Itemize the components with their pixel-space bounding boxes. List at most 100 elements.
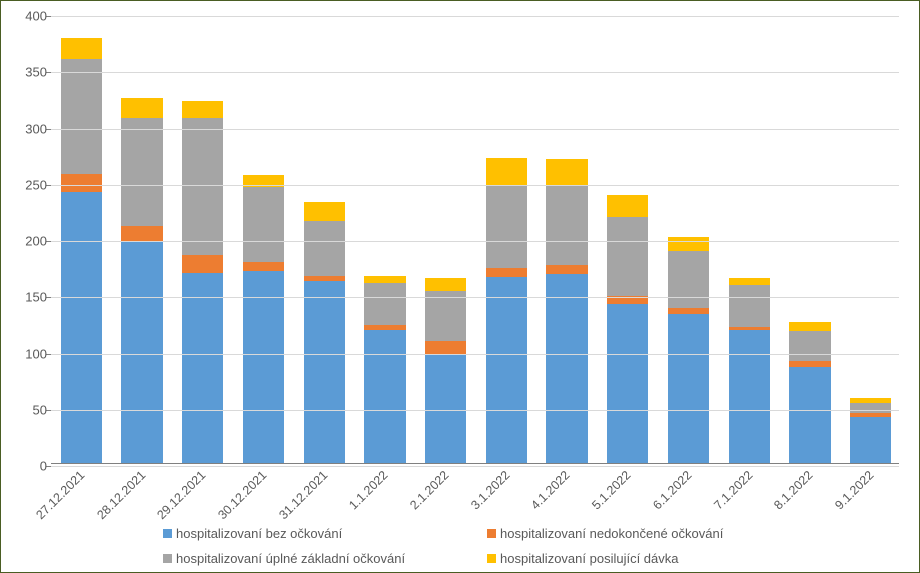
bar-segment-upl xyxy=(182,118,223,255)
bar-segment-upl xyxy=(243,187,284,261)
legend-label: hospitalizovaní posilující dávka xyxy=(500,551,679,566)
bar-group xyxy=(61,14,102,464)
legend-item: hospitalizovaní bez očkování xyxy=(163,526,463,541)
bar-segment-pos xyxy=(486,158,527,185)
legend-label: hospitalizovaní úplné základní očkování xyxy=(176,551,405,566)
bar-segment-upl xyxy=(546,185,587,265)
bar-segment-pos xyxy=(850,398,891,404)
bars-layer xyxy=(51,16,899,464)
x-axis-label: 2.1.2022 xyxy=(407,468,451,512)
bar-segment-pos xyxy=(607,195,648,216)
bar-group xyxy=(607,14,648,464)
bar-group xyxy=(729,14,770,464)
bar-segment-bez xyxy=(304,281,345,464)
y-axis-label: 350 xyxy=(11,65,47,80)
bar-group xyxy=(850,14,891,464)
y-axis-label: 200 xyxy=(11,234,47,249)
legend-label: hospitalizovaní nedokončené očkování xyxy=(500,526,723,541)
bar-segment-pos xyxy=(182,101,223,118)
bar-segment-bez xyxy=(607,304,648,464)
bar-segment-ned xyxy=(789,361,830,368)
x-axis-label: 27.12.2021 xyxy=(33,468,87,522)
gridline xyxy=(51,16,899,17)
x-axis-label: 1.1.2022 xyxy=(347,468,391,512)
bar-segment-pos xyxy=(789,322,830,331)
bar-segment-pos xyxy=(729,278,770,285)
legend-item: hospitalizovaní úplné základní očkování xyxy=(163,551,463,566)
bar-segment-pos xyxy=(304,202,345,221)
x-axis-label: 4.1.2022 xyxy=(529,468,573,512)
bar-group xyxy=(364,14,405,464)
bar-segment-ned xyxy=(243,262,284,271)
bar-group xyxy=(182,14,223,464)
legend: hospitalizovaní bez očkování hospitalizov… xyxy=(51,526,899,566)
bar-segment-ned xyxy=(546,265,587,274)
y-axis-label: 300 xyxy=(11,121,47,136)
bar-group xyxy=(546,14,587,464)
gridline xyxy=(51,72,899,73)
bar-group xyxy=(668,14,709,464)
bar-segment-bez xyxy=(61,192,102,464)
chart-container: 050100150200250300350400 27.12.202128.12… xyxy=(0,0,920,573)
bar-group xyxy=(121,14,162,464)
bar-segment-bez xyxy=(668,314,709,464)
bar-group xyxy=(486,14,527,464)
y-axis-label: 250 xyxy=(11,177,47,192)
gridline xyxy=(51,297,899,298)
y-axis-label: 400 xyxy=(11,9,47,24)
bar-segment-pos xyxy=(364,276,405,283)
legend-swatch xyxy=(163,529,172,538)
bar-segment-upl xyxy=(364,283,405,325)
bar-segment-pos xyxy=(668,237,709,252)
x-axis-label: 9.1.2022 xyxy=(832,468,876,512)
bar-group xyxy=(425,14,466,464)
bar-segment-upl xyxy=(425,291,466,342)
x-axis-label: 3.1.2022 xyxy=(468,468,512,512)
bar-segment-upl xyxy=(729,285,770,327)
gridline xyxy=(51,354,899,355)
x-axis-label: 8.1.2022 xyxy=(772,468,816,512)
bar-segment-upl xyxy=(607,217,648,297)
x-axis-label: 29.12.2021 xyxy=(155,468,209,522)
bar-segment-bez xyxy=(729,330,770,464)
legend-swatch xyxy=(487,529,496,538)
y-axis-label: 100 xyxy=(11,346,47,361)
legend-swatch xyxy=(163,554,172,563)
bar-segment-upl xyxy=(668,251,709,307)
legend-item: hospitalizovaní nedokončené očkování xyxy=(487,526,787,541)
gridline xyxy=(51,241,899,242)
bar-segment-upl xyxy=(121,118,162,226)
legend-item: hospitalizovaní posilující dávka xyxy=(487,551,787,566)
y-axis-label: 50 xyxy=(11,402,47,417)
bar-segment-upl xyxy=(61,59,102,174)
bar-segment-ned xyxy=(304,276,345,281)
bar-segment-ned xyxy=(364,325,405,331)
bar-segment-ned xyxy=(61,174,102,192)
bar-segment-upl xyxy=(850,403,891,413)
bar-segment-bez xyxy=(364,330,405,464)
bar-group xyxy=(243,14,284,464)
bar-segment-ned xyxy=(850,413,891,416)
bar-segment-bez xyxy=(850,417,891,464)
y-axis-label: 0 xyxy=(11,459,47,474)
gridline xyxy=(51,185,899,186)
bar-segment-ned xyxy=(668,308,709,315)
bar-segment-bez xyxy=(789,367,830,464)
bar-segment-ned xyxy=(729,327,770,330)
bar-group xyxy=(304,14,345,464)
bar-segment-upl xyxy=(304,221,345,276)
plot-area: 050100150200250300350400 xyxy=(51,16,899,464)
bar-segment-bez xyxy=(486,277,527,464)
x-axis-label: 28.12.2021 xyxy=(94,468,148,522)
bar-segment-ned xyxy=(182,255,223,273)
bar-segment-bez xyxy=(182,273,223,464)
bar-segment-bez xyxy=(243,271,284,465)
bar-segment-pos xyxy=(546,159,587,185)
bar-group xyxy=(789,14,830,464)
bar-segment-ned xyxy=(486,268,527,277)
x-axis-label: 5.1.2022 xyxy=(589,468,633,512)
bar-segment-upl xyxy=(486,185,527,268)
legend-label: hospitalizovaní bez očkování xyxy=(176,526,342,541)
gridline xyxy=(51,410,899,411)
bar-segment-pos xyxy=(425,278,466,290)
